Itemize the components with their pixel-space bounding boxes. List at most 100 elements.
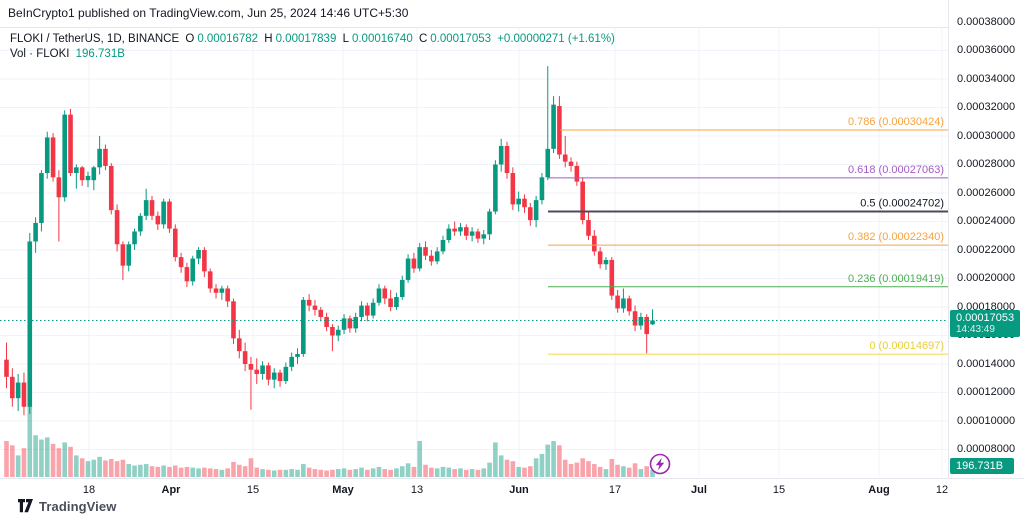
candle-body [318,309,324,317]
volume-bar [266,469,271,477]
candle-wick [652,309,654,325]
candle-body [138,215,143,232]
candle-body [376,288,382,303]
candle-body [545,148,551,178]
candle-body [114,210,120,245]
candle-body [289,356,294,367]
candlesticks [4,66,655,416]
current-price-badge: 0.00017053 14:43:49 [950,310,1020,337]
gridlines [0,27,948,477]
price-tick-label: 0.00010000 [957,414,1016,427]
volume-bar [487,462,492,477]
lightning-button[interactable] [649,453,671,475]
price-axis[interactable]: 0.00038000 0.00036000 0.00034000 0.00032000… [948,0,1024,478]
candle-body [68,114,73,174]
candle-body [382,288,388,299]
volume-bar [586,461,591,477]
candle-body [324,316,329,327]
volume-bar [68,446,73,477]
candle-body [626,298,632,312]
volume-bar [289,469,294,477]
volume-bar [394,468,399,477]
volume-bar [44,437,50,477]
volume-bar [219,469,225,477]
candle-body [463,227,469,236]
volume-bar [562,459,568,477]
price-tick-label: 0.00008000 [957,443,1016,455]
candle-body [27,241,33,407]
candle-body [498,145,504,165]
candle-body [487,211,492,235]
price-chart-canvas[interactable]: 0.786 (0.00030424) 0.618 (0.00027063) 0.5 … [0,0,948,478]
volume-bar [592,464,597,477]
volume-bar [528,466,533,477]
candle-body [452,228,457,232]
price-tick-label: 0.00024000 [957,215,1016,227]
tradingview-logo[interactable]: TradingView [18,498,116,514]
candle-wick [331,324,333,352]
legend-volume-row: Vol · FLOKI 196.731B [10,48,618,60]
volume-bar [312,469,318,477]
volume-bar [458,468,463,477]
fib-level-label: 0.5 (0.00024702) [860,197,944,209]
volume-bar [399,466,405,477]
volume-bar [522,467,527,477]
volume-bar [62,442,67,477]
symbol-title[interactable]: FLOKI / TetherUS, 1D, BINANCE [10,33,180,45]
volume-bar [149,466,155,477]
volume-bar [429,467,434,477]
candle-body [33,222,38,242]
fib-retracement-lines[interactable]: 0.786 (0.00030424) 0.618 (0.00027063) 0.5 … [548,116,948,355]
candle-body [167,201,172,229]
candle-body [592,235,597,252]
volume-bar [632,463,638,477]
volume-bar [15,455,21,477]
candle-body [15,382,21,399]
candle-body [202,250,207,272]
volume-bar [493,442,498,477]
volume-bar [295,469,300,477]
volume-bar [318,469,324,477]
open-label: O [185,33,195,45]
price-tick-label: 0.00032000 [957,101,1016,113]
volume-bar [370,468,376,477]
volume-bar [79,458,85,477]
volume-bar [103,460,108,477]
candle-body [74,167,79,174]
candle-body [207,271,213,289]
candle-body [423,247,428,256]
tradingview-logo-icon [18,499,33,513]
time-tick-label: Jun [509,484,529,496]
volume-bar [225,468,230,477]
volume-bar [254,467,260,477]
candle-body [330,326,335,336]
change-value: +0.00000271 (+1.61%) [497,33,615,45]
candle-body [260,365,265,374]
time-axis[interactable]: 18 Apr 15 May 13 Jun 17 Jul 15 Aug 12 [0,478,1024,500]
volume-bar [574,462,580,477]
volume-bar [423,464,428,477]
candle-body [172,228,178,258]
candle-body [562,154,568,162]
tradingview-logo-text: TradingView [39,498,117,514]
volume-bar [405,463,411,477]
symbol-legend[interactable]: FLOKI / TetherUS, 1D, BINANCE O 0.0001678… [10,33,618,60]
price-tick-label: 0.00018000 [957,300,1016,313]
candle-body [155,215,161,225]
volume-bar [126,464,132,477]
volume-bar [132,465,137,477]
volume-bar [85,461,91,477]
volume-bar [260,469,265,477]
volume-label: Vol · FLOKI [10,48,70,60]
volume-bar [539,453,545,477]
candle-body [458,227,463,232]
volume-bar [155,466,161,477]
fib-level-label: 0.236 (0.00019419) [848,273,944,285]
candle-body [10,376,15,399]
volume-bar [411,466,417,477]
candle-body [301,299,306,355]
fib-level-label: 0 (0.00014697) [869,340,944,352]
fib-level-label: 0.382 (0.00022340) [848,231,944,243]
price-tick-label: 0.00028000 [957,158,1016,170]
